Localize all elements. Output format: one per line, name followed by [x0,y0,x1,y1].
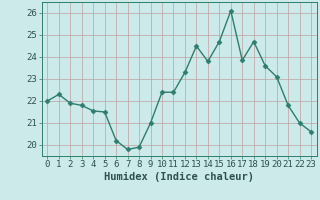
X-axis label: Humidex (Indice chaleur): Humidex (Indice chaleur) [104,172,254,182]
